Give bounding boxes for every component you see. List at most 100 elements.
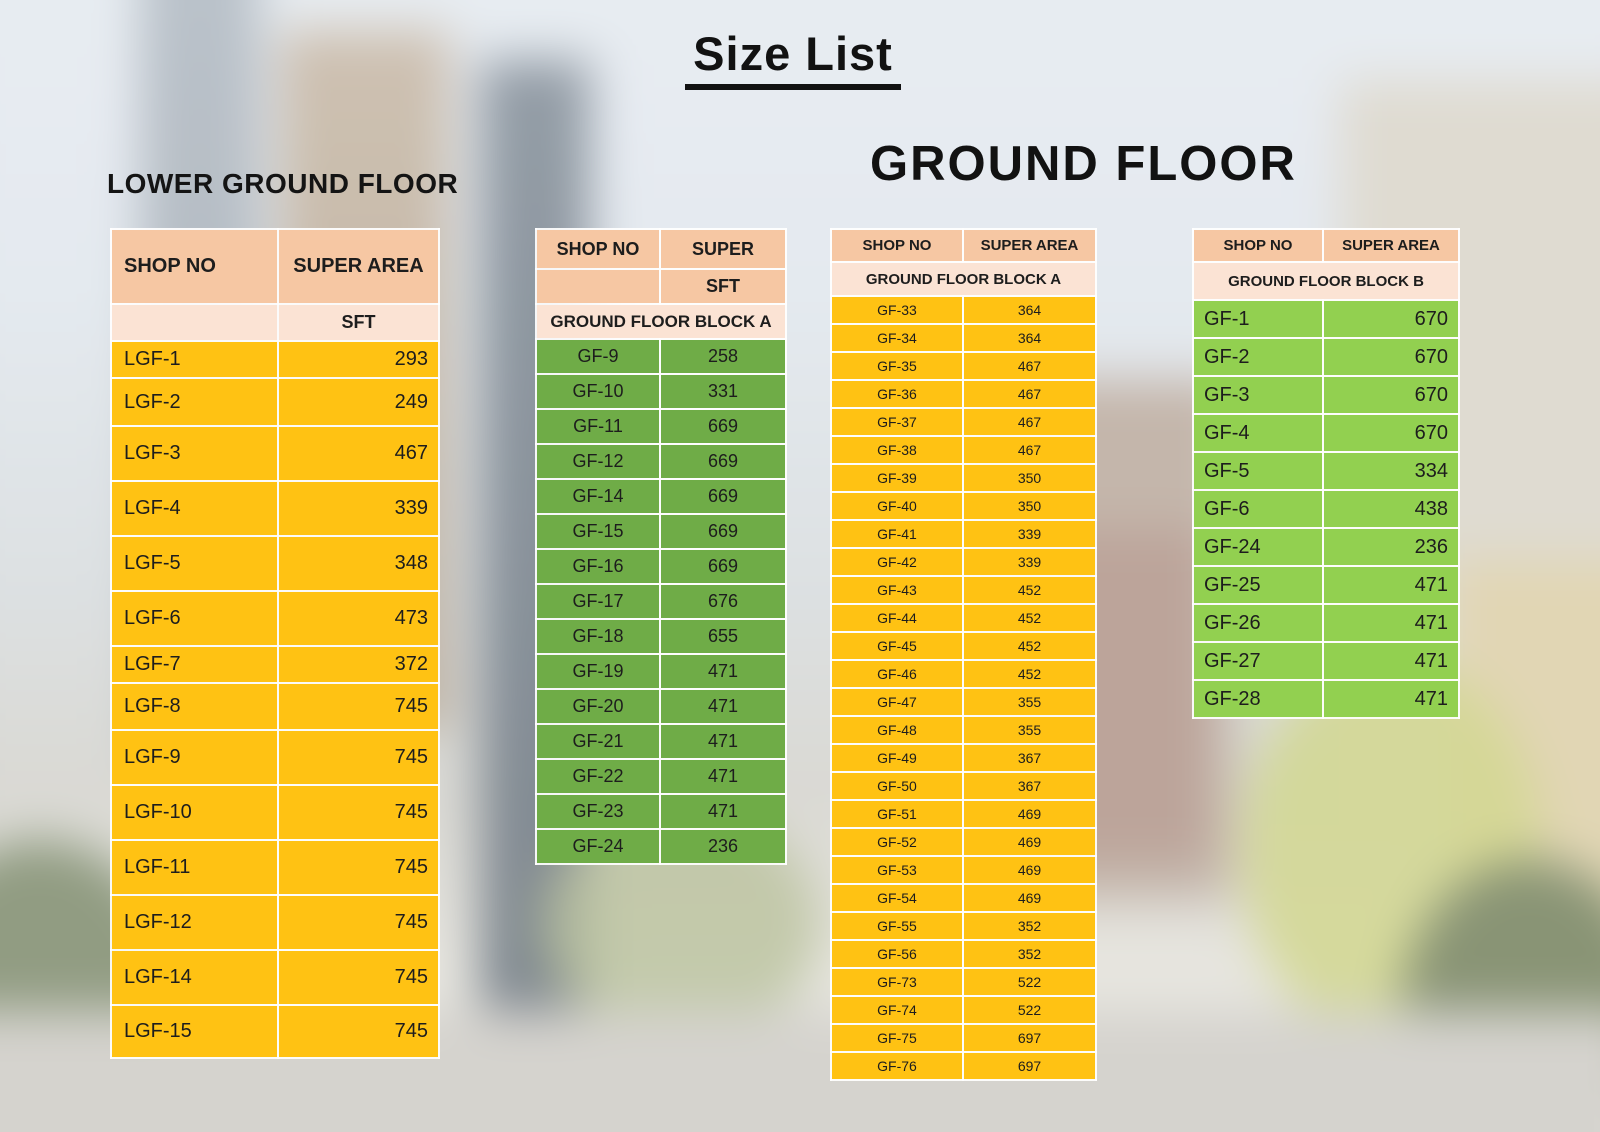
super-area-cell: 670 <box>1322 299 1460 339</box>
shop-no-cell: LGF-6 <box>110 590 279 647</box>
shop-no-cell: GF-40 <box>830 491 964 521</box>
shop-no-cell: GF-2 <box>1192 337 1324 377</box>
super-area-cell: 467 <box>962 407 1097 437</box>
table-row: LGF-14 745 <box>110 949 440 1006</box>
table-header-row: SHOP NO SUPER AREA <box>830 228 1097 263</box>
table-row: LGF-7 372 <box>110 645 440 684</box>
table-row: GF-20 471 <box>535 688 787 725</box>
super-area-cell: 467 <box>962 435 1097 465</box>
super-area-cell: 469 <box>962 855 1097 885</box>
shop-no-cell: GF-46 <box>830 659 964 689</box>
table-row: LGF-3 467 <box>110 425 440 482</box>
shop-no-cell: GF-20 <box>535 688 661 725</box>
table-row: GF-42 339 <box>830 547 1097 577</box>
shop-no-cell: GF-26 <box>1192 603 1324 643</box>
super-area-cell: 331 <box>659 373 787 410</box>
super-area-cell: 334 <box>1322 451 1460 491</box>
table-row: GF-75 697 <box>830 1023 1097 1053</box>
shop-no-cell: GF-73 <box>830 967 964 997</box>
table-row: GF-25 471 <box>1192 565 1460 605</box>
shop-no-cell: GF-34 <box>830 323 964 353</box>
shop-no-cell: GF-5 <box>1192 451 1324 491</box>
super-area-cell: 471 <box>1322 565 1460 605</box>
table-row: GF-39 350 <box>830 463 1097 493</box>
super-area-cell: 467 <box>962 379 1097 409</box>
shop-no-cell: GF-49 <box>830 743 964 773</box>
super-area-cell: 348 <box>277 535 440 592</box>
table-header-row: SHOP NO SUPER AREA <box>1192 228 1460 263</box>
super-area-cell: 364 <box>962 295 1097 325</box>
super-area-cell: 258 <box>659 338 787 375</box>
shop-no-cell: LGF-2 <box>110 377 279 427</box>
shop-no-cell: LGF-4 <box>110 480 279 537</box>
super-area-cell: 339 <box>962 519 1097 549</box>
table-row: GF-3 670 <box>1192 375 1460 415</box>
shop-no-cell: GF-45 <box>830 631 964 661</box>
shop-no-cell: LGF-15 <box>110 1004 279 1059</box>
super-area-cell: 471 <box>659 688 787 725</box>
table-row: LGF-6 473 <box>110 590 440 647</box>
empty-header-cell <box>535 268 661 305</box>
super-area-cell: 452 <box>962 659 1097 689</box>
table-row: GF-73 522 <box>830 967 1097 997</box>
table-row: GF-34 364 <box>830 323 1097 353</box>
table-header-row: SHOP NO SUPER <box>535 228 787 270</box>
table-row: GF-47 355 <box>830 687 1097 717</box>
unit-header: SFT <box>659 268 787 305</box>
super-area-header: SUPER AREA <box>277 228 440 305</box>
table-row: GF-24 236 <box>1192 527 1460 567</box>
table-unit-row: SFT <box>535 268 787 305</box>
table-row: GF-54 469 <box>830 883 1097 913</box>
table-row: GF-50 367 <box>830 771 1097 801</box>
table-row: LGF-10 745 <box>110 784 440 841</box>
table-row: GF-38 467 <box>830 435 1097 465</box>
table-row: LGF-15 745 <box>110 1004 440 1059</box>
super-area-header: SUPER AREA <box>1322 228 1460 263</box>
block-label: GROUND FLOOR BLOCK A <box>535 303 787 340</box>
super-area-cell: 367 <box>962 743 1097 773</box>
super-area-cell: 469 <box>962 799 1097 829</box>
ground-floor-heading: GROUND FLOOR <box>870 137 1297 191</box>
shop-no-cell: GF-6 <box>1192 489 1324 529</box>
table-row: GF-1 670 <box>1192 299 1460 339</box>
shop-no-cell: GF-4 <box>1192 413 1324 453</box>
super-area-cell: 467 <box>277 425 440 482</box>
shop-no-cell: GF-22 <box>535 758 661 795</box>
table-row: LGF-4 339 <box>110 480 440 537</box>
table-row: GF-53 469 <box>830 855 1097 885</box>
table-row: GF-5 334 <box>1192 451 1460 491</box>
shop-no-cell: GF-3 <box>1192 375 1324 415</box>
table-row: GF-24 236 <box>535 828 787 865</box>
shop-no-cell: GF-54 <box>830 883 964 913</box>
super-area-cell: 670 <box>1322 375 1460 415</box>
shop-no-cell: GF-38 <box>830 435 964 465</box>
lower-ground-floor-heading: LOWER GROUND FLOOR <box>107 168 459 199</box>
table-row: GF-23 471 <box>535 793 787 830</box>
table-row: GF-49 367 <box>830 743 1097 773</box>
shop-no-header: SHOP NO <box>1192 228 1324 263</box>
shop-no-cell: LGF-9 <box>110 729 279 786</box>
table-row: GF-27 471 <box>1192 641 1460 681</box>
super-area-cell: 471 <box>659 723 787 760</box>
table-row: GF-10 331 <box>535 373 787 410</box>
super-area-cell: 745 <box>277 784 440 841</box>
super-area-cell: 350 <box>962 491 1097 521</box>
shop-no-cell: LGF-7 <box>110 645 279 684</box>
table-row: GF-43 452 <box>830 575 1097 605</box>
shop-no-cell: GF-12 <box>535 443 661 480</box>
super-area-cell: 471 <box>659 653 787 690</box>
table-row: GF-12 669 <box>535 443 787 480</box>
table-row: GF-19 471 <box>535 653 787 690</box>
super-area-cell: 697 <box>962 1051 1097 1081</box>
super-area-cell: 669 <box>659 443 787 480</box>
super-area-cell: 745 <box>277 949 440 1006</box>
super-area-cell: 471 <box>1322 641 1460 681</box>
super-area-cell: 669 <box>659 478 787 515</box>
table-header-row: SHOP NO SUPER AREA <box>110 228 440 305</box>
super-area-cell: 697 <box>962 1023 1097 1053</box>
super-area-cell: 367 <box>962 771 1097 801</box>
super-area-cell: 670 <box>1322 413 1460 453</box>
table-row: LGF-8 745 <box>110 682 440 731</box>
shop-no-cell: GF-76 <box>830 1051 964 1081</box>
